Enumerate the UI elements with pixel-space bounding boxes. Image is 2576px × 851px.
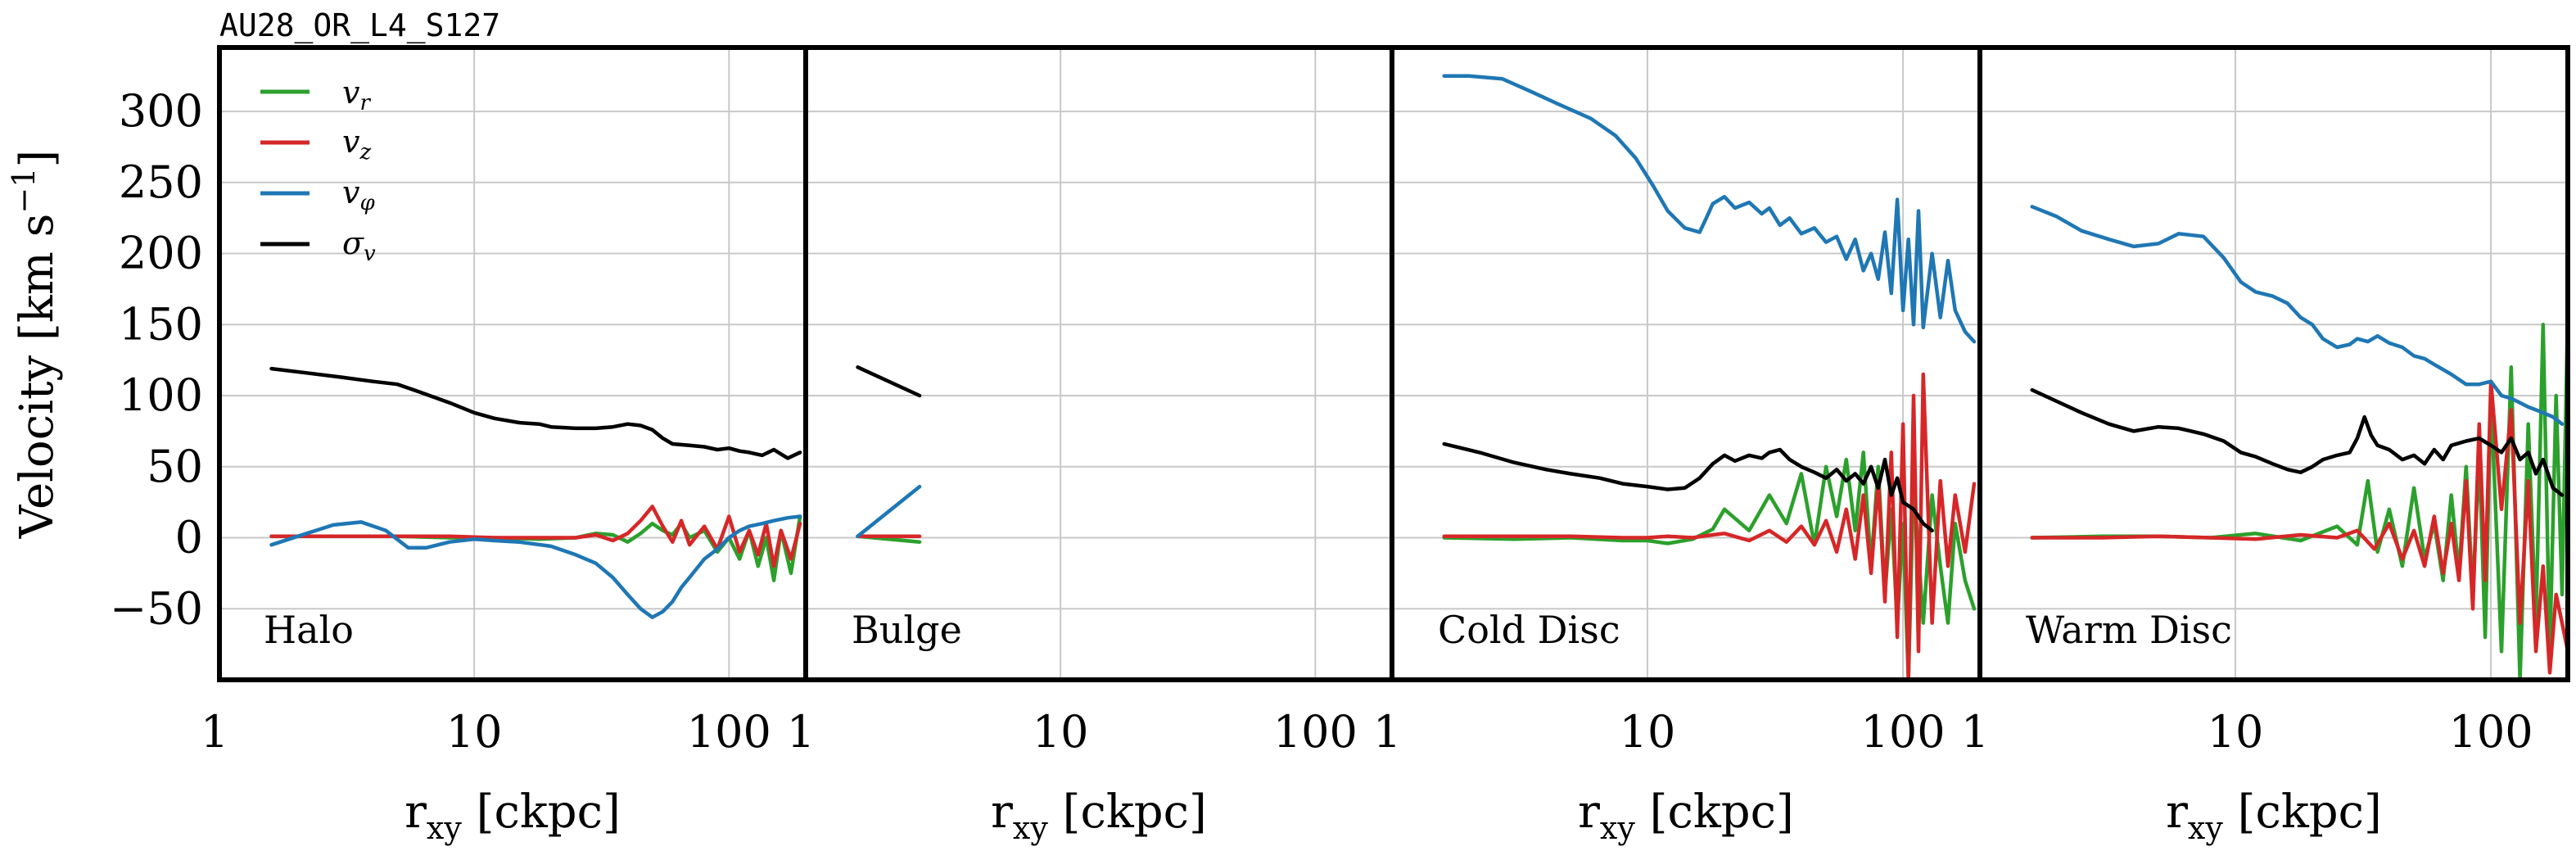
series-line-v-phi: [1442, 74, 1977, 344]
series-line-sigma-v: [1442, 441, 1934, 533]
series-line-sigma-v: [856, 365, 922, 398]
x-tick-label: 10: [1033, 706, 1089, 758]
cold-disc-axes-frame: [1390, 45, 1982, 682]
halo-panel-label: Halo: [264, 608, 354, 652]
series-line-sigma-v: [2030, 387, 2565, 497]
legend-label-v-z: vz: [342, 124, 371, 165]
x-tick-label: 100: [2449, 706, 2533, 758]
x-tick-label: 100: [1861, 706, 1946, 758]
series-line-v-z: [269, 505, 802, 568]
cold-disc-series: [1442, 74, 1977, 682]
legend-label-sigma-v: σv: [342, 225, 376, 266]
series-line-v-phi: [856, 484, 922, 539]
bulge-series: [856, 365, 922, 544]
y-tick-label: −50: [110, 582, 203, 634]
y-tick-label: 0: [175, 512, 203, 564]
y-tick-label: 100: [119, 369, 203, 421]
series-line-sigma-v: [269, 366, 802, 460]
x-tick-label: 1: [1373, 706, 1401, 758]
x-tick-label: 1: [1961, 706, 1989, 758]
y-tick-label: 50: [147, 441, 203, 492]
y-tick-label: 300: [119, 85, 203, 137]
x-tick-label: 1: [201, 706, 228, 758]
legend-label-v-r: vr: [342, 75, 371, 115]
y-tick-labels: 300 250 200 150 100 50 0 −50: [110, 85, 203, 634]
warm-disc-series: [2030, 205, 2570, 682]
x-axis-label-halo: rxy [ckpc]: [404, 785, 621, 846]
cold-disc-grid: [1391, 48, 1980, 680]
warm-disc-grid: [1979, 48, 2568, 680]
y-tick-label: 200: [119, 228, 203, 279]
bulge-axes-frame: [803, 45, 1394, 682]
bulge-grid: [805, 48, 1392, 680]
panel-halo: Halo vr vz vφ σv: [217, 45, 808, 682]
halo-legend: vr vz vφ σv: [260, 75, 376, 266]
y-tick-label: 250: [119, 156, 203, 208]
x-axis-label-cold-disc: rxy [ckpc]: [1578, 785, 1794, 846]
series-line-v-z: [2030, 379, 2570, 675]
warm-disc-panel-label: Warm Disc: [2026, 608, 2232, 652]
x-tick-labels: 1 10 100 1 10 100 1 10 100 1 10 100: [201, 706, 2533, 758]
y-axis-label: Velocity [km s−1]: [6, 150, 64, 540]
bulge-panel-label: Bulge: [852, 608, 962, 652]
x-tick-label: 10: [1620, 706, 1676, 758]
series-line-v-z: [1442, 372, 1977, 682]
x-tick-label: 100: [1273, 706, 1358, 758]
warm-disc-axes-frame: [1977, 45, 2570, 682]
series-line-v-phi: [2030, 205, 2565, 426]
panel-warm-disc: Warm Disc: [1977, 45, 2570, 682]
x-tick-label: 1: [787, 706, 815, 758]
legend-label-v-phi: vφ: [342, 174, 375, 215]
x-tick-label: 10: [446, 706, 503, 758]
series-line-v-phi: [269, 514, 802, 619]
x-tick-label: 10: [2208, 706, 2264, 758]
x-axis-label-warm-disc: rxy [ckpc]: [2166, 785, 2382, 846]
halo-series: [269, 366, 802, 619]
x-tick-label: 100: [687, 706, 771, 758]
figure-title: AU28_OR_L4_S127: [219, 7, 500, 44]
panel-bulge: Bulge: [803, 45, 1394, 682]
x-axis-label-bulge: rxy [ckpc]: [991, 785, 1207, 846]
y-tick-label: 150: [119, 298, 203, 350]
series-line-v-r: [269, 514, 802, 582]
panel-cold-disc: Cold Disc: [1390, 45, 1982, 682]
cold-disc-panel-label: Cold Disc: [1438, 608, 1620, 652]
series-line-v-r: [1442, 450, 1977, 682]
